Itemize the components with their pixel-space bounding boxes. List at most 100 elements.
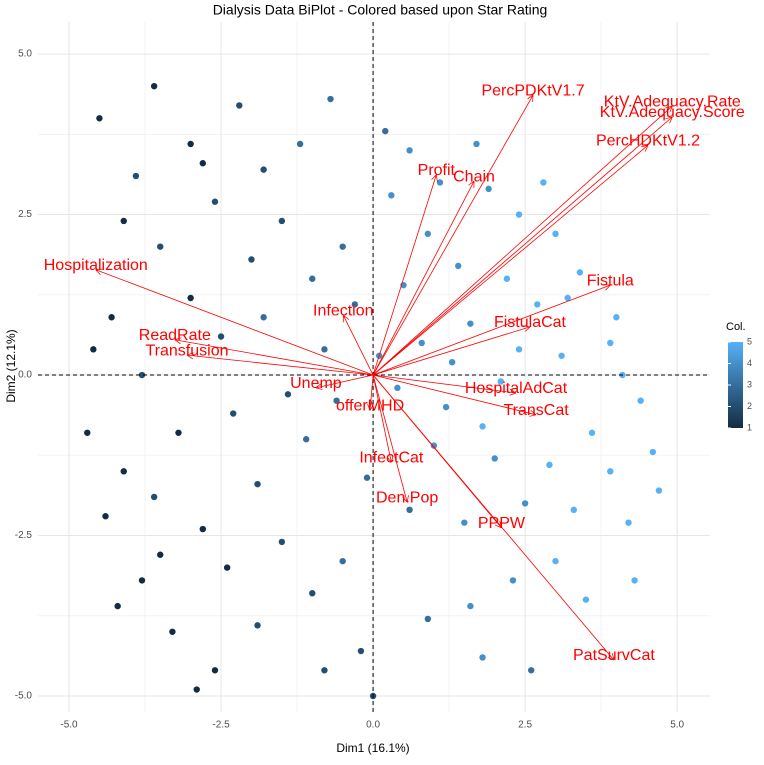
point	[157, 243, 164, 250]
point	[515, 346, 523, 353]
point	[339, 243, 346, 250]
point	[120, 468, 127, 475]
arrow	[372, 175, 436, 376]
point	[558, 352, 565, 359]
colorbar-label: 2	[747, 401, 752, 411]
point	[108, 314, 115, 321]
point	[150, 82, 158, 90]
chart-title: Dialysis Data BiPlot - Colored based upo…	[213, 2, 548, 18]
arrow	[372, 374, 614, 660]
point	[521, 500, 529, 507]
point	[631, 577, 638, 584]
point	[503, 275, 511, 282]
arrow	[372, 181, 474, 376]
point	[278, 538, 286, 546]
y-tick-label: -5.0	[15, 691, 33, 702]
point	[175, 429, 182, 436]
point	[284, 391, 292, 398]
point	[296, 140, 304, 148]
arrow-label: Den.Pop	[376, 489, 438, 506]
point	[120, 217, 127, 225]
arrow-label: InfectCat	[359, 450, 424, 467]
point	[102, 513, 109, 520]
point	[448, 358, 456, 366]
x-tick-label: -5.0	[60, 720, 78, 731]
point	[357, 647, 365, 655]
point	[321, 346, 328, 353]
point	[534, 301, 541, 308]
arrow-label: FistulaCat	[494, 314, 567, 331]
point	[582, 596, 590, 603]
grid: -5.0 -2.5 0.0 2.5 5.0 -5.0 -2.5 0.0 2.5 5.0	[15, 22, 710, 731]
point	[528, 667, 535, 674]
arrow	[372, 374, 407, 502]
arrow-label: KtV.Adequacy.Rate	[604, 93, 741, 110]
point	[114, 602, 121, 610]
point	[497, 378, 504, 385]
point	[193, 686, 200, 693]
arrow	[372, 145, 648, 376]
point	[406, 506, 413, 514]
point	[509, 577, 517, 584]
point	[217, 333, 225, 340]
arrow-label: Transfusion	[145, 342, 228, 359]
point	[546, 461, 553, 469]
arrow-label: PercHDKtV1.2	[596, 132, 700, 149]
arrow	[372, 117, 672, 376]
point	[430, 442, 438, 449]
y-axis-label: Dim2 (12.1%)	[4, 329, 18, 402]
point	[637, 397, 644, 404]
point	[90, 346, 97, 353]
x-axis-label: Dim1 (16.1%)	[336, 741, 409, 755]
point	[327, 95, 334, 103]
point	[479, 423, 486, 430]
point	[467, 320, 474, 327]
reference-lines	[38, 22, 710, 712]
point	[84, 429, 91, 436]
colorbar	[728, 342, 743, 428]
x-tick-label: 2.5	[518, 720, 532, 731]
x-tick-label: -2.5	[212, 720, 230, 731]
point	[223, 564, 231, 571]
point	[169, 628, 176, 635]
arrow-label: Profit	[418, 162, 456, 179]
arrow	[372, 285, 610, 376]
point	[260, 314, 267, 321]
point	[418, 339, 425, 347]
arrow	[96, 270, 374, 376]
colorbar-label: 1	[747, 422, 752, 432]
colorbar-label: 3	[747, 379, 752, 389]
point	[321, 667, 328, 674]
point	[625, 519, 632, 526]
point	[607, 339, 614, 347]
point	[211, 667, 219, 674]
point	[363, 474, 371, 481]
point	[260, 166, 267, 173]
arrow	[343, 315, 374, 376]
point	[351, 301, 359, 308]
arrow-label: PercPDKtV1.7	[481, 82, 584, 99]
point	[424, 615, 432, 623]
point	[199, 525, 207, 533]
arrow-label: HospitalAdCat	[465, 380, 568, 397]
point	[607, 468, 614, 475]
point	[309, 590, 316, 597]
arrow	[372, 327, 530, 376]
point	[254, 480, 261, 488]
arrow-label: Fistula	[587, 272, 634, 289]
point	[187, 294, 194, 302]
point	[157, 551, 164, 558]
point	[382, 127, 389, 135]
point	[491, 455, 498, 462]
arrow	[372, 95, 533, 376]
point	[138, 577, 146, 584]
colorbar-label: 4	[747, 358, 752, 368]
point	[442, 403, 450, 411]
points	[84, 82, 663, 700]
point	[406, 147, 413, 154]
point	[388, 192, 395, 199]
point	[564, 294, 571, 302]
arrow	[175, 340, 374, 376]
arrows: PercPDKtV1.7 KtV.Adequacy.RateKtV.Adequac…	[44, 82, 745, 664]
legend: Col. 1 2 3 4 5	[726, 321, 752, 432]
